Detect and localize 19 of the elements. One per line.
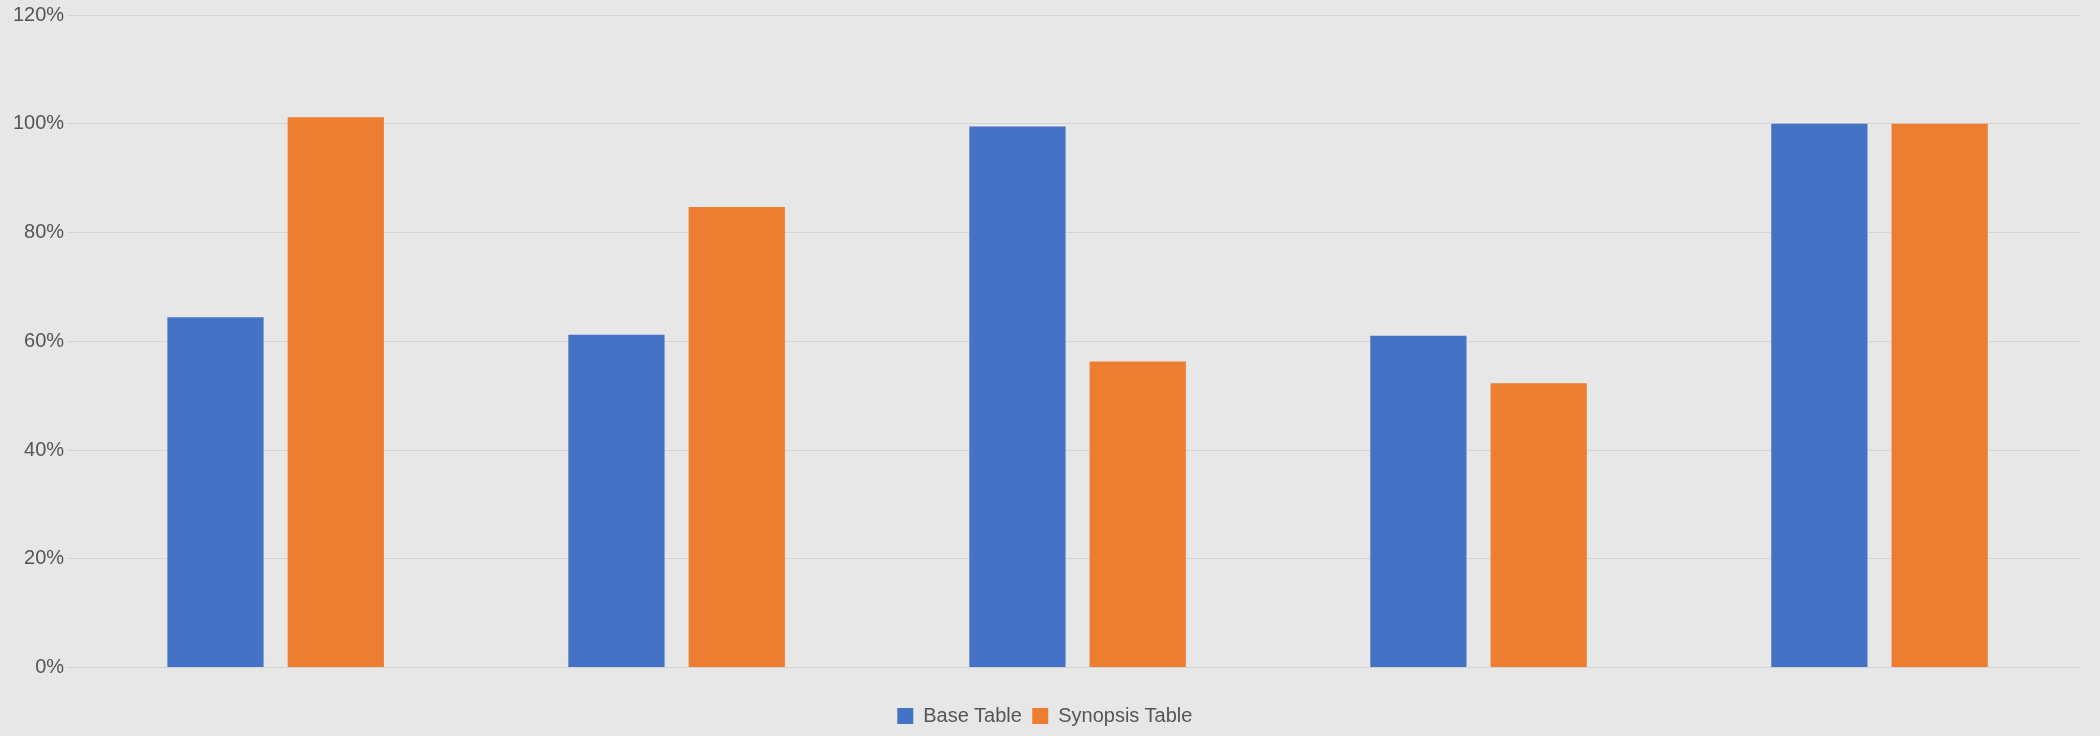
y-tick-label: 60% <box>24 328 65 351</box>
bar <box>287 117 384 668</box>
bar <box>167 317 264 668</box>
legend-label: Base Table <box>923 703 1022 726</box>
bar <box>1891 123 1988 668</box>
bar <box>688 206 785 668</box>
y-tick-label: 80% <box>24 220 65 243</box>
y-tick-label: 120% <box>13 2 65 25</box>
y-tick-label: 20% <box>24 546 65 569</box>
bar <box>1089 361 1186 668</box>
y-tick-label: 100% <box>13 111 65 134</box>
y-tick-label: 40% <box>24 437 65 460</box>
bar <box>969 126 1066 668</box>
bar <box>568 334 665 668</box>
bar <box>1771 123 1868 668</box>
bar <box>1490 383 1587 668</box>
bar <box>1370 335 1467 668</box>
legend-label: Synopsis Table <box>1058 703 1193 726</box>
y-tick-label: 0% <box>35 655 65 678</box>
